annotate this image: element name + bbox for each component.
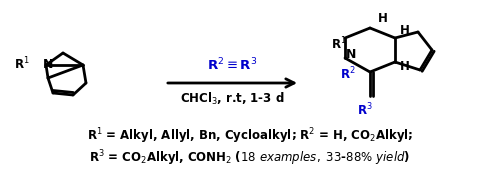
Text: R$^3$ = CO$_2$Alkyl, CONH$_2$ ($\it{18\ examples,\ 33}$-$\it{88\%\ yield}$): R$^3$ = CO$_2$Alkyl, CONH$_2$ ($\it{18\ … <box>90 148 410 168</box>
Text: CHCl$_3$, r.t, 1-3 d: CHCl$_3$, r.t, 1-3 d <box>180 91 284 107</box>
Text: H: H <box>400 24 410 36</box>
Text: N: N <box>43 58 53 71</box>
Text: H: H <box>400 59 410 73</box>
Text: R$^2$: R$^2$ <box>340 66 356 82</box>
Text: R$^1$: R$^1$ <box>14 56 30 72</box>
Text: R$^1$: R$^1$ <box>331 36 347 52</box>
Text: H: H <box>378 11 388 24</box>
Text: R$^1$ = Alkyl, Allyl, Bn, Cycloalkyl; R$^2$ = H, CO$_2$Alkyl;: R$^1$ = Alkyl, Allyl, Bn, Cycloalkyl; R$… <box>87 126 413 146</box>
Text: N: N <box>346 48 356 61</box>
Text: R$^2$$\equiv$R$^3$: R$^2$$\equiv$R$^3$ <box>208 57 258 73</box>
Text: R$^3$: R$^3$ <box>357 102 373 118</box>
